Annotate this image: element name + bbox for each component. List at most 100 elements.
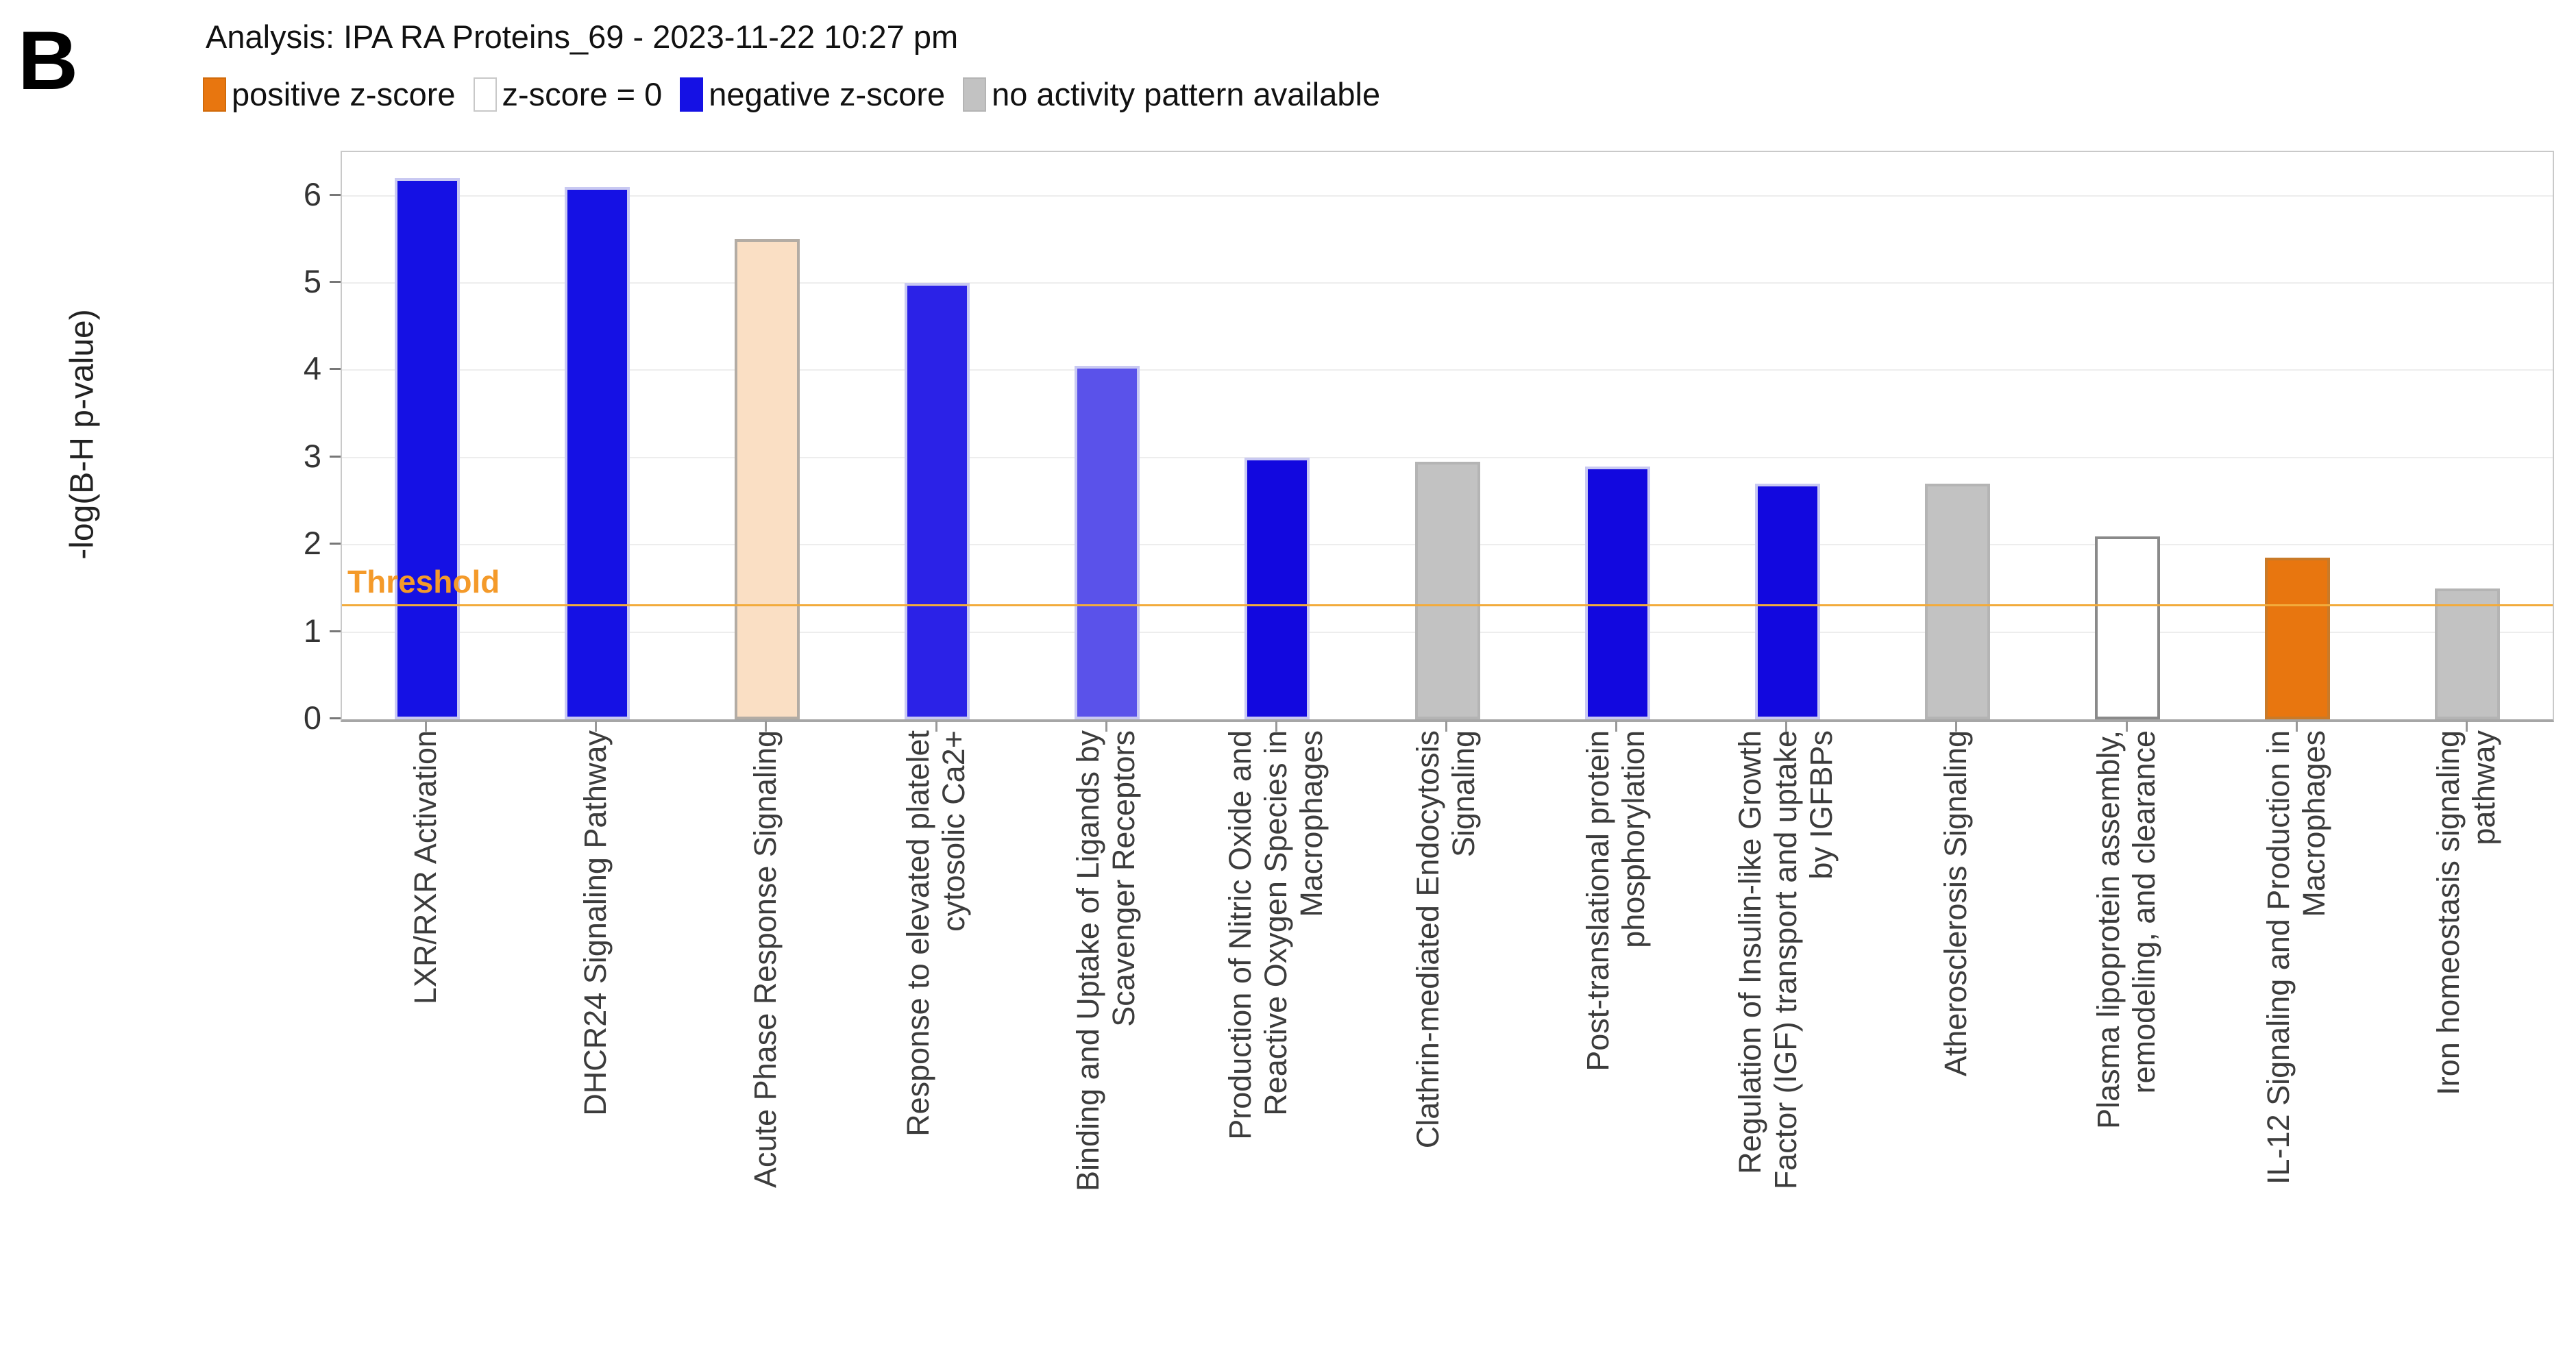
x-tick-mark-1 — [425, 721, 428, 732]
legend-swatch-4 — [963, 77, 987, 112]
x-category-label-2: DHCR24 Signaling Pathway — [511, 730, 680, 1333]
x-category-label-10: Atherosclerosis Signaling — [1871, 730, 2041, 1333]
x-category-label-line: Factor (IGF) transport and uptake — [1768, 730, 1804, 1190]
x-category-label-line: pathway — [2466, 730, 2501, 845]
x-tick-mark-3 — [765, 721, 768, 732]
y-tick-mark-2 — [330, 543, 341, 545]
x-tick-mark-11 — [2125, 721, 2128, 732]
threshold-line — [342, 604, 2553, 607]
x-category-label-line: DHCR24 Signaling Pathway — [578, 730, 613, 1116]
bar-3[interactable] — [734, 239, 800, 719]
legend-item: no activity pattern available — [963, 75, 1380, 113]
x-category-label-line: cytosolic Ca2+ — [935, 730, 971, 932]
legend-label: no activity pattern available — [992, 76, 1381, 112]
y-tick-mark-4 — [330, 368, 341, 371]
y-tick-label-1: 1 — [303, 612, 321, 649]
x-category-label-line: Regulation of Insulin-like Growth — [1732, 730, 1768, 1174]
y-tick-mark-1 — [330, 630, 341, 632]
x-category-label-line: Plasma lipoprotein assembly, — [2090, 730, 2126, 1129]
legend-label: z-score = 0 — [502, 76, 663, 112]
legend-item: positive z-score — [203, 75, 456, 113]
y-tick-mark-5 — [330, 281, 341, 284]
x-category-label-3: Acute Phase Response Signaling — [680, 730, 850, 1333]
bar-2[interactable] — [564, 186, 630, 719]
x-tick-mark-4 — [935, 721, 937, 732]
bar-12[interactable] — [2265, 558, 2331, 719]
x-category-label-line: IL-12 Signaling and Production in — [2260, 730, 2296, 1185]
x-tick-mark-5 — [1105, 721, 1107, 732]
x-tick-mark-10 — [1955, 721, 1958, 732]
y-tick-label-2: 2 — [303, 525, 321, 562]
x-category-label-line: Post-translational protein — [1580, 730, 1615, 1071]
y-tick-label-0: 0 — [303, 699, 321, 736]
x-category-label-line: Production of Nitric Oxide and — [1222, 730, 1258, 1140]
gridline-4 — [342, 369, 2553, 371]
x-category-label-line: Response to elevated platelet — [900, 730, 935, 1137]
x-category-label-12: IL-12 Signaling and Production in Macroph… — [2211, 730, 2381, 1333]
x-category-label-7: Clathrin-mediated Endocytosis Signaling — [1361, 730, 1531, 1333]
threshold-label: Threshold — [347, 564, 500, 600]
bar-5[interactable] — [1075, 366, 1140, 719]
y-axis-title-text: -log(B-H p-value) — [64, 309, 101, 560]
x-category-label-1: LXR/RXR Activation — [341, 730, 511, 1333]
bar-4[interactable] — [905, 283, 970, 719]
y-tick-label-3: 3 — [303, 437, 321, 474]
legend-item: negative z-score — [680, 75, 945, 113]
legend-label: positive z-score — [232, 76, 456, 112]
plot-area: Threshold — [341, 151, 2554, 722]
x-category-label-8: Post-translational protein phosphorylatio… — [1531, 730, 1701, 1333]
x-tick-mark-2 — [595, 721, 598, 732]
x-category-label-line: Clathrin-mediated Endocytosis — [1410, 730, 1445, 1149]
x-category-label-line: Binding and Uptake of Ligands by — [1070, 730, 1105, 1191]
x-category-label-line: phosphorylation — [1616, 730, 1652, 948]
gridline-3 — [342, 456, 2553, 458]
x-category-label-line: Iron homeostasis signaling — [2430, 730, 2466, 1095]
legend-label: negative z-score — [709, 76, 946, 112]
bar-13[interactable] — [2435, 588, 2501, 719]
x-category-label-line: Acute Phase Response Signaling — [748, 730, 783, 1188]
x-category-label-5: Binding and Uptake of Ligands by Scavenge… — [1021, 730, 1191, 1333]
x-category-label-13: Iron homeostasis signaling pathway — [2381, 730, 2551, 1333]
bar-6[interactable] — [1244, 457, 1310, 719]
gridline-5 — [342, 282, 2553, 284]
y-tick-mark-0 — [330, 717, 341, 719]
y-tick-label-4: 4 — [303, 350, 321, 387]
x-category-label-line: Atherosclerosis Signaling — [1938, 730, 1974, 1077]
bar-9[interactable] — [1754, 484, 1820, 719]
x-category-label-6: Production of Nitric Oxide and Reactive O… — [1191, 730, 1361, 1333]
x-tick-mark-6 — [1275, 721, 1277, 732]
x-category-label-line: by IGFBPs — [1804, 730, 1839, 880]
x-tick-mark-13 — [2465, 721, 2468, 732]
legend-swatch-1 — [203, 77, 226, 112]
panel-label: B — [18, 14, 79, 107]
x-tick-mark-9 — [1785, 721, 1788, 732]
y-tick-mark-6 — [330, 193, 341, 196]
x-category-label-4: Response to elevated platelet cytosolic C… — [851, 730, 1021, 1333]
x-category-label-line: Reactive Oxygen Species in — [1258, 730, 1293, 1116]
y-axis-title: -log(B-H p-value) — [41, 151, 123, 718]
bar-1[interactable] — [394, 178, 460, 719]
x-category-label-9: Regulation of Insulin-like Growth Factor … — [1701, 730, 1871, 1333]
y-tick-mark-3 — [330, 455, 341, 458]
chart-legend: positive z-score z-score = 0 negative z-sc… — [203, 75, 1398, 113]
y-tick-label-6: 6 — [303, 175, 321, 212]
bar-8[interactable] — [1584, 466, 1650, 719]
y-tick-label-5: 5 — [303, 263, 321, 300]
x-category-label-line: remodeling, and clearance — [2126, 730, 2161, 1094]
x-category-label-line: Signaling — [1446, 730, 1481, 858]
x-tick-mark-8 — [1615, 721, 1618, 732]
x-category-label-line: Macrophages — [2296, 730, 2331, 917]
bar-10[interactable] — [1924, 484, 1990, 719]
x-category-label-line: Macrophages — [1293, 730, 1329, 917]
chart-title: Analysis: IPA RA Proteins_69 - 2023-11-2… — [206, 18, 959, 55]
legend-item: z-score = 0 — [473, 75, 663, 113]
gridline-6 — [342, 195, 2553, 197]
x-tick-mark-7 — [1445, 721, 1447, 732]
bar-7[interactable] — [1414, 462, 1480, 719]
x-category-label-11: Plasma lipoprotein assembly, remodeling, … — [2041, 730, 2211, 1333]
x-category-label-line: Scavenger Receptors — [1105, 730, 1141, 1027]
bar-11[interactable] — [2095, 536, 2161, 719]
x-category-label-line: LXR/RXR Activation — [407, 730, 443, 1005]
legend-swatch-3 — [680, 77, 704, 112]
